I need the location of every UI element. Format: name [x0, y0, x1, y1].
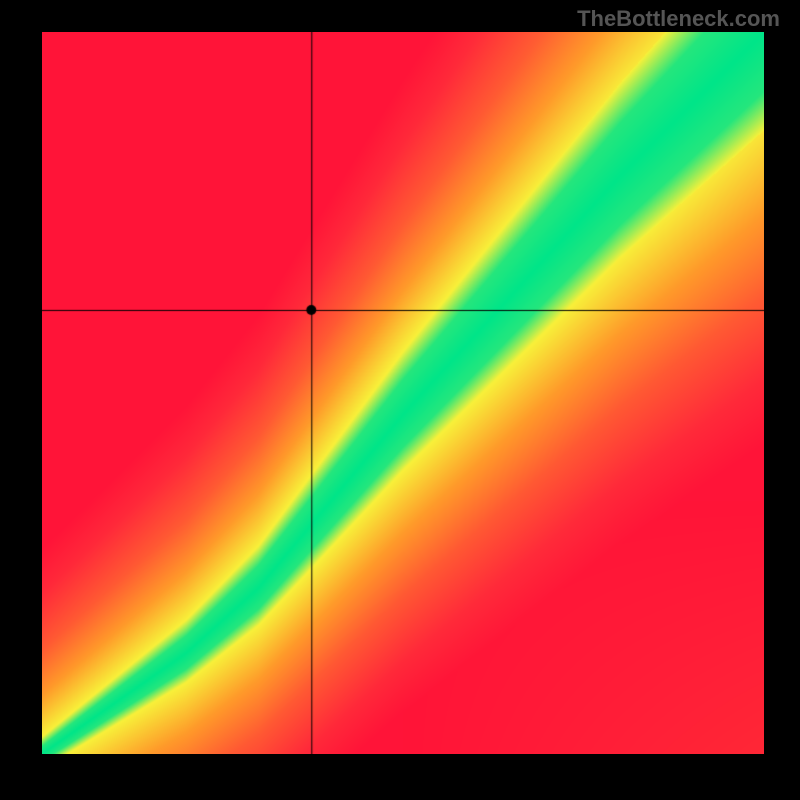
- watermark-text: TheBottleneck.com: [577, 6, 780, 32]
- chart-container: TheBottleneck.com: [0, 0, 800, 800]
- heatmap-canvas: [42, 32, 764, 754]
- plot-area: [42, 32, 764, 754]
